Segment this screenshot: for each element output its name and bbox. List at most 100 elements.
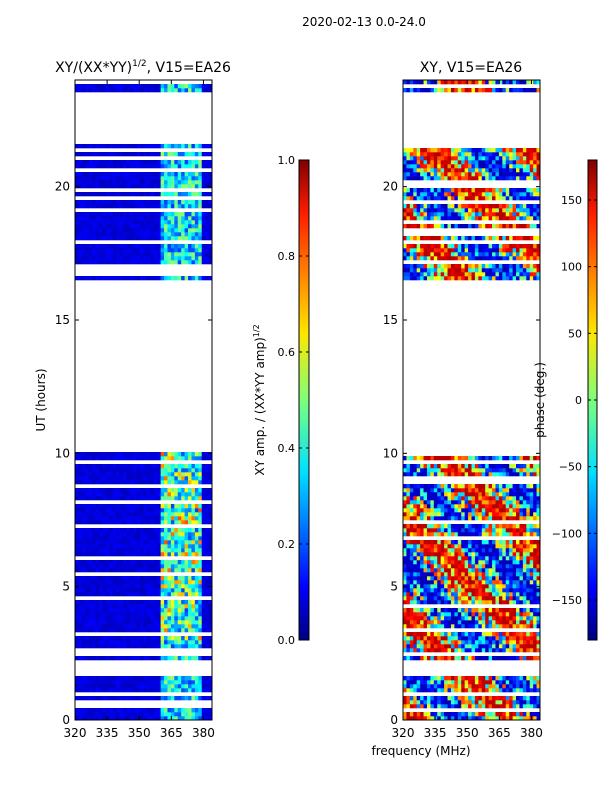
heatmap-cell [126,244,130,248]
heatmap-cell [485,712,489,716]
heatmap-cell [202,456,206,460]
heatmap-cell [154,232,158,236]
heatmap-cell [171,516,175,520]
heatmap-cell [130,204,134,208]
heatmap-cell [472,492,476,496]
heatmap-cell [106,212,110,216]
heatmap-cell [478,712,482,716]
heatmap-cell [140,496,144,500]
heatmap-cell [154,480,158,484]
heatmap-cell [126,636,130,640]
heatmap-cell [482,492,486,496]
heatmap-cell [198,172,202,176]
heatmap-cell [454,584,458,588]
heatmap-cell [417,524,421,528]
heatmap-cell [448,556,452,560]
heatmap-cell [126,504,130,508]
heatmap-cell [154,200,158,204]
heatmap-cell [164,456,168,460]
heatmap-cell [157,232,161,236]
heatmap-cell [437,516,441,520]
heatmap-cell [164,452,168,456]
heatmap-cell [516,700,520,704]
heatmap-cell [448,484,452,488]
heatmap-cell [465,656,469,660]
heatmap-cell [403,540,407,544]
heatmap-cell [526,608,530,612]
heatmap-cell [140,604,144,608]
heatmap-cell [178,212,182,216]
heatmap-cell [123,536,127,540]
heatmap-cell [106,528,110,532]
heatmap-cell [516,524,520,528]
heatmap-cell [468,676,472,680]
heatmap-cell [523,632,527,636]
heatmap-cell [472,636,476,640]
heatmap-cell [403,584,407,588]
heatmap-cell [116,464,120,468]
heatmap-cell [140,176,144,180]
heatmap-cell [161,628,165,632]
heatmap-cell [427,648,431,652]
heatmap-cell [147,540,151,544]
heatmap-cell [85,248,89,252]
heatmap-cell [513,624,517,628]
heatmap-cell [178,616,182,620]
heatmap-cell [120,636,124,640]
heatmap-cell [82,244,86,248]
heatmap-cell [478,640,482,644]
heatmap-cell [123,628,127,632]
heatmap-cell [137,576,141,580]
heatmap-cell [509,516,513,520]
heatmap-cell [195,520,199,524]
heatmap-cell [424,600,428,604]
heatmap-cell [523,612,527,616]
heatmap-cell [106,192,110,196]
heatmap-cell [92,576,96,580]
heatmap-cell [75,644,79,648]
heatmap-cell [109,224,113,228]
heatmap-cell [116,212,120,216]
heatmap-cell [82,224,86,228]
heatmap-cell [502,696,506,700]
heatmap-cell [403,500,407,504]
heatmap-cell [530,680,534,684]
heatmap-cell [482,608,486,612]
heatmap-cell [96,624,100,628]
heatmap-cell [116,88,120,92]
heatmap-cell [427,612,431,616]
heatmap-cell [89,480,93,484]
heatmap-cell [178,508,182,512]
heatmap-cell [96,204,100,208]
heatmap-cell [82,532,86,536]
heatmap-cell [185,604,189,608]
heatmap-cell [430,632,434,636]
heatmap-cell [171,576,175,580]
heatmap-cell [519,712,523,716]
heatmap-cell [144,676,148,680]
heatmap-cell [120,676,124,680]
heatmap-cell [150,212,154,216]
heatmap-cell [444,580,448,584]
heatmap-cell [448,592,452,596]
heatmap-cell [420,600,424,604]
heatmap-cell [509,704,513,708]
heatmap-cell [164,588,168,592]
heatmap-cell [126,236,130,240]
heatmap-cell [205,488,209,492]
heatmap-cell [85,612,89,616]
heatmap-cell [458,560,462,564]
heatmap-cell [205,608,209,612]
heatmap-cell [99,688,103,692]
heatmap-cell [513,616,517,620]
heatmap-cell [75,568,79,572]
heatmap-cell [154,608,158,612]
heatmap-cell [174,684,178,688]
heatmap-cell [489,564,493,568]
heatmap-cell [468,496,472,500]
heatmap-cell [167,88,171,92]
heatmap-cell [92,508,96,512]
heatmap-cell [140,552,144,556]
heatmap-cell [424,656,428,660]
heatmap-cell [202,192,206,196]
